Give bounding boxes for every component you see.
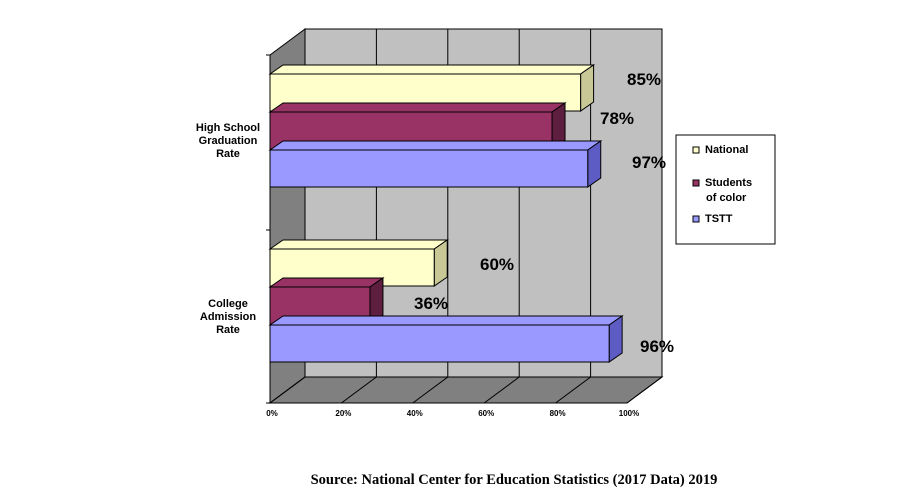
- category-label: High School Graduation Rate: [196, 122, 260, 160]
- floor-gridline: [555, 376, 591, 404]
- bar-students-of-color-top: [268, 102, 567, 113]
- legend-swatch: [692, 179, 700, 187]
- floor: [268, 376, 664, 404]
- category-labels: High School Graduation Rate College Admissio…: [196, 122, 260, 336]
- data-label: 78%: [600, 109, 634, 128]
- source-caption: Source: National Center for Education St…: [311, 472, 718, 488]
- legend: National Students of color TSTT: [675, 134, 776, 245]
- bar-students-of-color-top: [268, 277, 385, 288]
- x-tick-label: 100%: [619, 409, 639, 418]
- bar-tstt-top: [268, 140, 603, 151]
- legend-label: TSTT: [705, 213, 733, 225]
- data-labels: 85% 78% 97% 60% 36% 96%: [414, 70, 674, 356]
- data-label: 97%: [632, 153, 666, 172]
- data-label: 36%: [414, 294, 448, 313]
- legend-swatch: [692, 215, 700, 223]
- data-label: 85%: [627, 70, 661, 89]
- bar-tstt: [269, 149, 589, 188]
- data-label: 96%: [640, 337, 674, 356]
- x-tick-label: 0%: [266, 409, 278, 418]
- data-label: 60%: [480, 255, 514, 274]
- x-tick-label: 60%: [478, 409, 494, 418]
- x-tick-label: 80%: [550, 409, 566, 418]
- floor-gridline: [483, 376, 520, 404]
- legend-label: Students of color: [705, 177, 752, 204]
- bar-tstt: [269, 324, 610, 363]
- bar-national-top: [268, 239, 449, 250]
- floor-gridline: [412, 376, 449, 404]
- floor-gridline: [269, 376, 306, 404]
- x-tick-labels: 0% 20% 40% 60% 80% 100%: [266, 409, 639, 418]
- bar-national-top: [268, 64, 596, 75]
- bar-tstt-top: [268, 315, 624, 326]
- x-tick-label: 40%: [407, 409, 423, 418]
- legend-swatch: [692, 146, 700, 154]
- x-tick-label: 20%: [335, 409, 351, 418]
- legend-label: National: [705, 144, 748, 156]
- bars: [268, 64, 624, 363]
- category-label: College Admission Rate: [200, 298, 257, 336]
- floor-gridline: [626, 376, 663, 404]
- floor-gridline: [341, 376, 377, 404]
